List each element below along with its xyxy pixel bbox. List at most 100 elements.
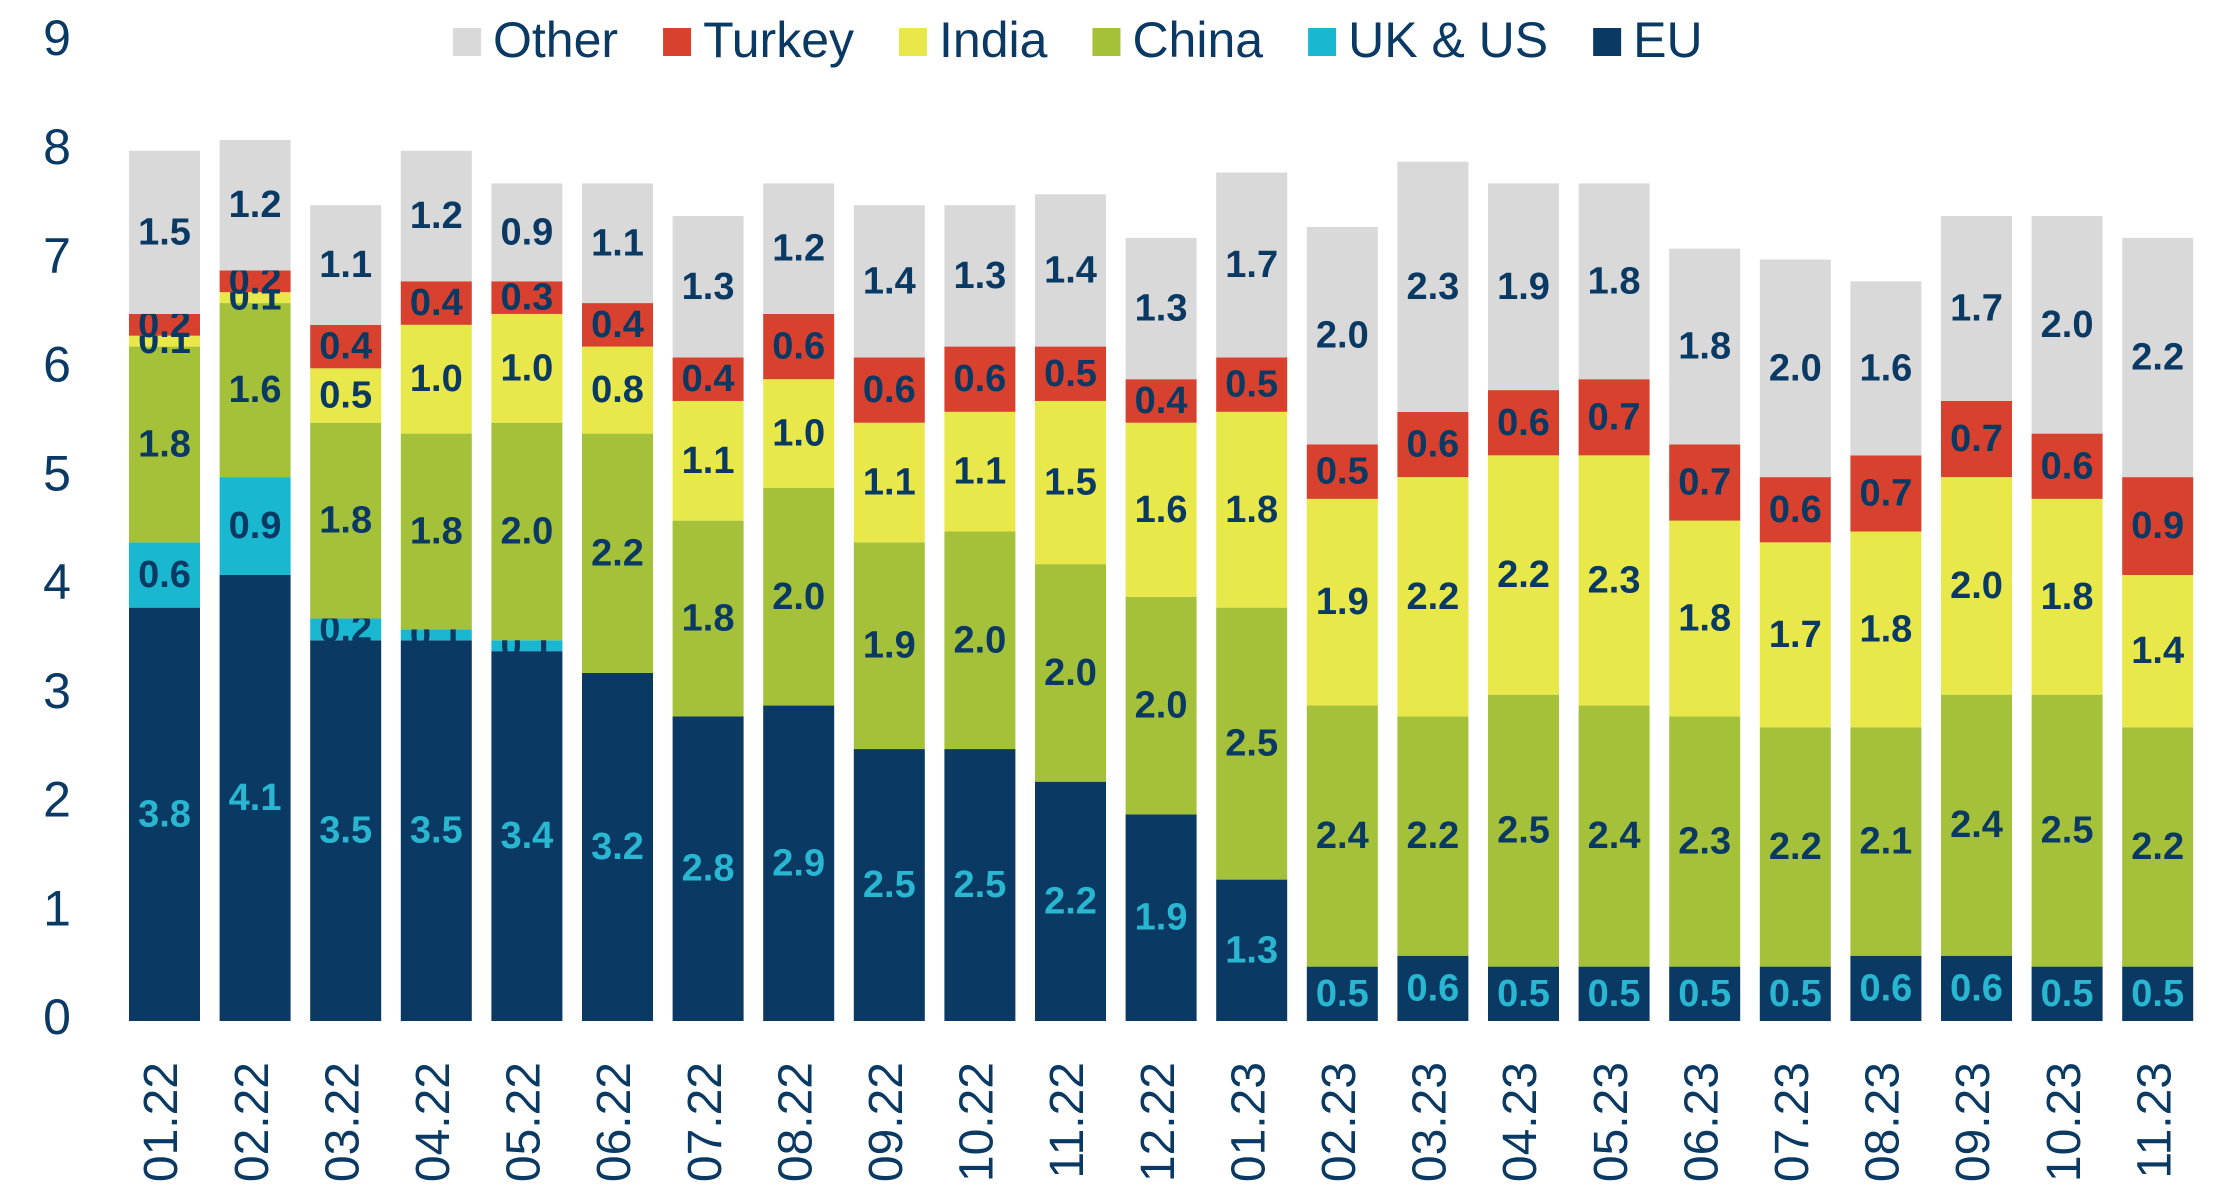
data-label: 2.4 xyxy=(1950,804,2003,846)
bar-segment xyxy=(129,346,200,543)
data-label: 0.6 xyxy=(772,326,825,368)
legend-swatch xyxy=(453,28,481,56)
bar-segment xyxy=(1759,259,1831,478)
y-tick-label: 4 xyxy=(43,554,71,610)
bar-segment xyxy=(1125,814,1197,1021)
bar-segment xyxy=(2122,237,2194,478)
bar-segment xyxy=(1488,966,1559,1021)
data-label: 0.6 xyxy=(1406,967,1459,1009)
bar-segment xyxy=(582,303,653,347)
data-label: 0.6 xyxy=(2041,445,2094,487)
bar-segment xyxy=(1125,596,1197,815)
bar-segment xyxy=(944,411,1016,532)
data-label: 0.5 xyxy=(1316,973,1369,1015)
bar-segment xyxy=(763,487,835,706)
bar-segment xyxy=(1488,390,1559,456)
legend-swatch xyxy=(1593,28,1622,56)
bar-segment xyxy=(582,346,653,434)
data-label: 0.4 xyxy=(591,304,644,346)
bar-segment xyxy=(672,716,744,1021)
data-label: 0.5 xyxy=(1678,973,1731,1015)
data-label: 2.8 xyxy=(682,848,735,890)
x-tick-label: 11.22 xyxy=(1041,1062,1094,1179)
legend-label: China xyxy=(1132,12,1263,68)
x-tick-label: 10.23 xyxy=(2038,1062,2091,1182)
data-label: 2.5 xyxy=(1225,723,1278,765)
data-label: 0.9 xyxy=(500,211,553,253)
bar-segment xyxy=(1397,477,1469,717)
data-label: 1.4 xyxy=(1044,249,1097,291)
data-label: 0.4 xyxy=(682,358,735,400)
data-label: 1.8 xyxy=(319,500,372,542)
bar-segment xyxy=(1125,422,1197,597)
bar-segment xyxy=(1216,172,1288,358)
data-label: 1.6 xyxy=(1859,347,1912,389)
data-label: 0.5 xyxy=(1044,353,1097,395)
data-label: 2.0 xyxy=(1135,685,1188,727)
bar-segment xyxy=(310,205,382,325)
bar-segment xyxy=(1850,955,1922,1021)
data-label: 1.7 xyxy=(1950,288,2003,330)
bar-segment xyxy=(1216,879,1288,1021)
data-label: 0.6 xyxy=(1769,489,1822,531)
data-label: 0.4 xyxy=(319,326,372,368)
bar-segment xyxy=(400,629,472,641)
y-tick-label: 7 xyxy=(43,228,71,284)
x-tick-label: 08.23 xyxy=(1857,1062,1910,1182)
bar-segment xyxy=(1850,281,1922,456)
bar-segment xyxy=(491,640,563,652)
data-label: 1.8 xyxy=(1678,326,1731,368)
bar-segment xyxy=(944,205,1016,347)
x-tick-label: 04.23 xyxy=(1494,1062,1547,1182)
data-label: 0.9 xyxy=(2131,505,2184,547)
data-label: 1.2 xyxy=(229,184,282,226)
bar-segment xyxy=(1306,226,1378,445)
bar-segment xyxy=(1397,955,1469,1021)
bar-segment xyxy=(491,281,563,314)
bar-segment xyxy=(400,324,472,434)
data-label: 0.4 xyxy=(410,282,463,324)
bar-segment xyxy=(310,324,382,369)
bar-segment xyxy=(310,618,382,641)
data-label: 0.6 xyxy=(1859,967,1912,1009)
data-label: 2.2 xyxy=(1769,826,1822,868)
y-tick-label: 1 xyxy=(43,880,71,936)
bar-segment xyxy=(219,575,291,1021)
legend-swatch xyxy=(899,28,928,56)
bar-segment xyxy=(400,640,472,1021)
data-label: 0.7 xyxy=(1678,462,1731,504)
bar-segment xyxy=(763,379,835,488)
bar-segment xyxy=(1035,194,1106,347)
data-label: 0.5 xyxy=(1588,973,1641,1015)
bar-segment xyxy=(853,542,925,750)
data-label: 2.5 xyxy=(953,864,1006,906)
bar-segment xyxy=(1759,966,1831,1021)
x-tick-label: 11.23 xyxy=(2128,1062,2181,1179)
data-label: 3.2 xyxy=(591,826,644,868)
data-label: 1.8 xyxy=(1859,608,1912,650)
data-label: 0.6 xyxy=(1497,402,1550,444)
x-tick-label: 09.22 xyxy=(860,1062,913,1182)
data-label: 1.4 xyxy=(2131,630,2184,672)
x-tick-label: 03.23 xyxy=(1404,1062,1457,1182)
data-label: 0.6 xyxy=(1950,967,2003,1009)
data-label: 2.0 xyxy=(1316,315,1369,357)
bar-segment xyxy=(219,477,291,576)
data-label: 2.2 xyxy=(1406,815,1459,857)
bar-segment xyxy=(1941,216,2012,401)
data-label: 0.7 xyxy=(1859,472,1912,514)
bar-segment xyxy=(1669,520,1741,717)
bar-segment xyxy=(1035,400,1106,565)
data-label: 1.5 xyxy=(138,211,191,253)
bar-segment xyxy=(582,433,653,673)
data-label: 3.8 xyxy=(138,793,191,835)
data-label: 2.2 xyxy=(1044,880,1097,922)
bar-segment xyxy=(944,749,1016,1021)
bar-segment xyxy=(2122,575,2194,728)
bar-segment xyxy=(1488,694,1559,967)
bar-segment xyxy=(219,303,291,478)
bar-segment xyxy=(129,542,200,608)
data-label: 2.2 xyxy=(1406,576,1459,618)
bar-segment xyxy=(1759,727,1831,967)
bar-segment xyxy=(310,368,382,423)
